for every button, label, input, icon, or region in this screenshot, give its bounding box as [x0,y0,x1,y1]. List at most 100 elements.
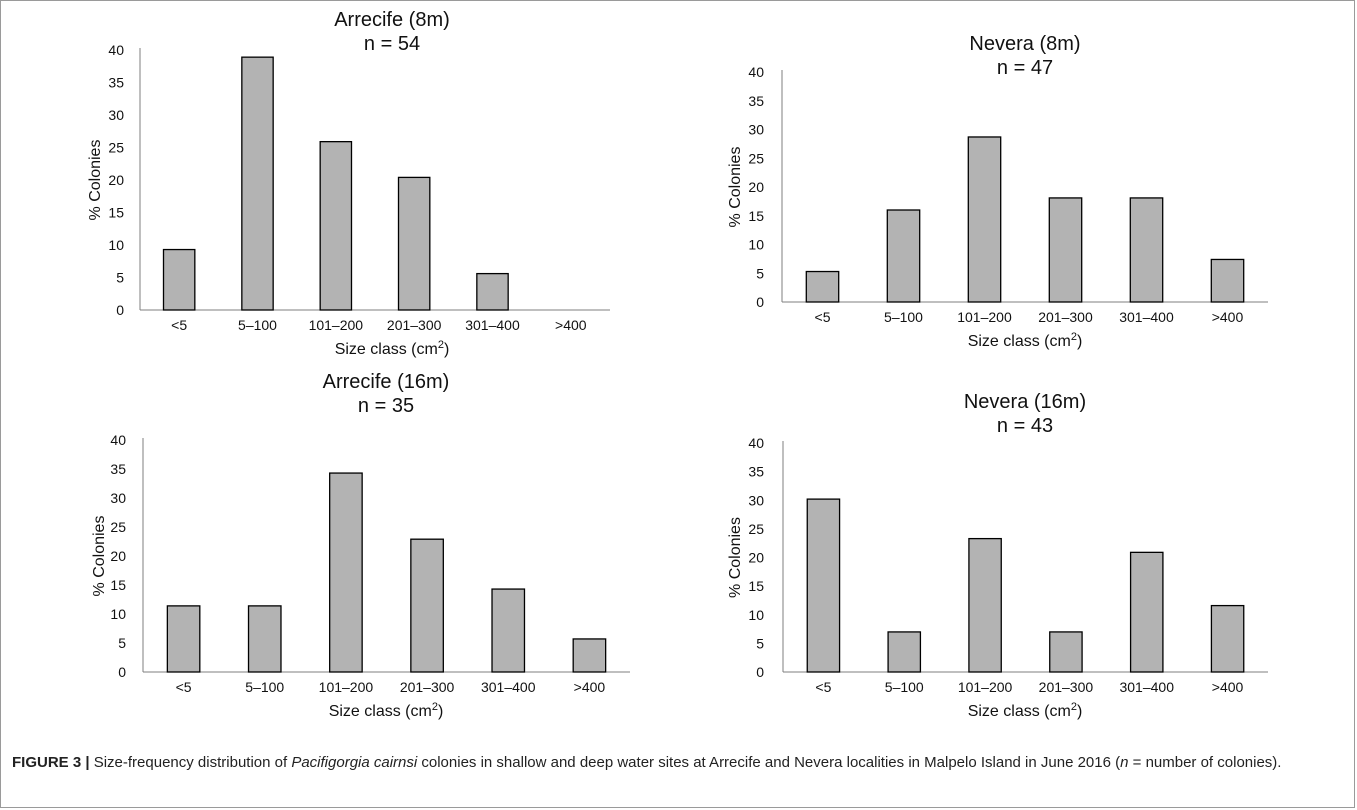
chart-3-y-axis-label: % Colonies [91,516,108,597]
chart-4-x-axis-label: Size class (cm2) [968,701,1083,720]
chart-4-bar [1210,604,1245,673]
chart-1-y-tick-label: 15 [108,205,124,221]
chart-4-y-tick-label: 25 [748,521,764,537]
chart-1-bar [241,56,274,311]
chart-3-bar [329,472,363,673]
chart-4-x-tick-label: 5–100 [885,679,924,695]
chart-3-bar [491,588,526,673]
chart-3-y-tick-label: 30 [110,490,126,506]
chart-2-bar [967,136,1002,303]
chart-1-bar [397,176,431,311]
chart-1-y-tick-label: 10 [108,237,124,253]
chart-3-y-tick-label: 25 [110,519,126,535]
chart-3-subtitle: n = 35 [358,395,414,417]
figure-caption: FIGURE 3 | Size-frequency distribution o… [12,752,1342,773]
caption-text-middle: colonies in shallow and deep water sites… [417,754,1121,771]
chart-2-x-tick-label: 101–200 [957,309,1012,325]
caption-text-before: Size-frequency distribution of [89,754,292,771]
chart-1-bar [162,248,196,311]
chart-4-bar [887,631,922,673]
chart-3-y-tick-label: 40 [110,432,126,448]
chart-1-subtitle: n = 54 [364,33,420,55]
chart-4-y-tick-label: 40 [748,435,764,451]
chart-4-y-axis-label: % Colonies [727,517,744,598]
caption-species: Pacifigorgia cairnsi [291,754,418,771]
chart-4-y-tick-label: 20 [748,550,764,566]
chart-2-x-tick-label: <5 [815,309,831,325]
caption-n-symbol: n [1120,754,1129,771]
chart-4-bar [1129,551,1164,673]
chart-2-bar [805,270,840,303]
chart-4-bar [1049,631,1083,673]
chart-3-bar [247,605,282,673]
chart-3-x-tick-label: 201–300 [400,679,455,695]
chart-4-title: Nevera (16m) [964,391,1086,413]
chart-3-bar [410,538,444,673]
chart-1-title: Arrecife (8m) [334,9,450,31]
chart-2-x-tick-label: 301–400 [1119,309,1174,325]
chart-3-x-tick-label: >400 [574,679,606,695]
chart-3-title: Arrecife (16m) [323,371,450,393]
chart-3-y-tick-label: 35 [110,461,126,477]
chart-1-y-tick-label: 40 [108,42,124,58]
chart-4-x-tick-label: 201–300 [1039,679,1094,695]
chart-2-y-tick-label: 35 [748,93,764,109]
chart-1-x-tick-label: 5–100 [238,317,277,333]
chart-2-y-tick-label: 0 [756,294,764,310]
chart-2-bar [886,209,921,303]
chart-1-x-axis-label: Size class (cm2) [335,339,450,358]
chart-2-y-tick-label: 5 [756,265,764,281]
chart-1-bar [476,272,509,311]
chart-3-x-axis-label: Size class (cm2) [329,701,444,720]
chart-2-y-tick-label: 30 [748,122,764,138]
chart-1-y-tick-label: 25 [108,140,124,156]
chart-2: Nevera (8m)n = 47 0 5 10 15 20 25 30 35 40 % Colon… [727,33,1268,350]
chart-1-y-axis-label: % Colonies [87,140,104,221]
chart-2-y-tick-label: 40 [748,64,764,80]
chart-1-x-tick-label: 301–400 [465,317,520,333]
chart-2-y-axis-label: % Colonies [727,147,744,228]
chart-2-y-tick-label: 15 [748,208,764,224]
chart-4-y-tick-label: 5 [756,635,764,651]
chart-2-subtitle: n = 47 [997,57,1053,79]
chart-4-x-tick-label: <5 [815,679,831,695]
chart-4-x-tick-label: 101–200 [958,679,1013,695]
chart-2-y-tick-label: 10 [748,237,764,253]
chart-1-y-tick-label: 5 [116,270,124,286]
chart-1-y-tick-label: 30 [108,107,124,123]
chart-3: Arrecife (16m)n = 35 0 5 10 15 20 25 30 35 40 % Co… [91,371,630,720]
chart-4-y-tick-label: 10 [748,607,764,623]
chart-2-x-tick-label: 5–100 [884,309,923,325]
chart-2-y-tick-label: 25 [748,150,764,166]
chart-4: Nevera (16m)n = 43 0 5 10 15 20 25 30 35 40 % Colo… [727,391,1268,720]
chart-4-x-tick-label: >400 [1212,679,1244,695]
chart-2-title: Nevera (8m) [969,33,1080,55]
chart-1-x-tick-label: <5 [171,317,187,333]
chart-4-bar [968,537,1002,673]
chart-3-x-tick-label: 5–100 [245,679,284,695]
caption-text-after: = number of colonies). [1128,754,1282,771]
chart-2-x-tick-label: 201–300 [1038,309,1093,325]
chart-1: Arrecife (8m)n = 54 0 5 10 15 20 25 30 35 40 % Col… [87,9,610,358]
chart-4-y-tick-label: 15 [748,578,764,594]
chart-4-y-tick-label: 35 [748,464,764,480]
chart-1-x-tick-label: 101–200 [309,317,364,333]
chart-2-x-tick-label: >400 [1212,309,1244,325]
chart-3-x-tick-label: 101–200 [319,679,374,695]
chart-3-x-tick-label: 301–400 [481,679,536,695]
chart-3-x-tick-label: <5 [176,679,192,695]
chart-1-x-tick-label: 201–300 [387,317,442,333]
chart-4-bar [806,498,841,673]
chart-4-x-tick-label: 301–400 [1119,679,1174,695]
chart-2-x-axis-label: Size class (cm2) [968,331,1083,350]
chart-3-bar [166,605,201,673]
chart-4-y-tick-label: 30 [748,492,764,508]
chart-3-bar [572,638,607,673]
chart-1-x-tick-label: >400 [555,317,587,333]
chart-1-y-tick-label: 0 [116,302,124,318]
chart-2-bar [1129,197,1164,303]
caption-label: FIGURE 3 | [12,754,90,771]
chart-2-bar [1048,197,1083,303]
chart-4-subtitle: n = 43 [997,415,1053,437]
